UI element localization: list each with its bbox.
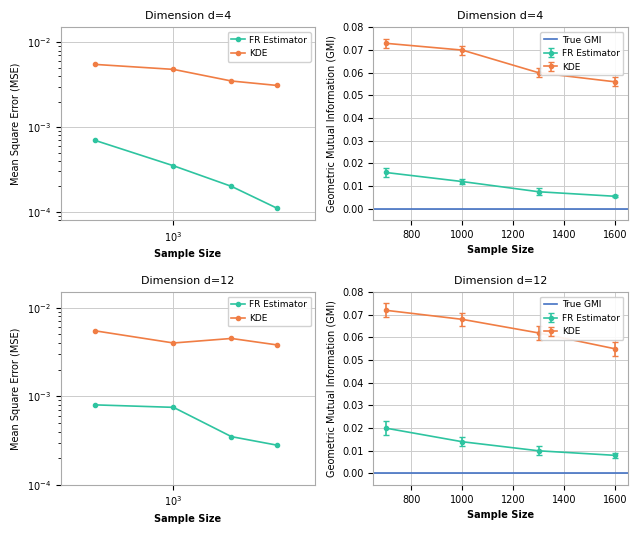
FR Estimator: [91, 402, 99, 408]
X-axis label: Sample Size: Sample Size: [467, 510, 534, 520]
Line: KDE: KDE: [93, 328, 280, 347]
True GMI: [535, 205, 543, 212]
True GMI: [535, 470, 543, 477]
Y-axis label: Geometric Mutual Information (GMI): Geometric Mutual Information (GMI): [326, 35, 337, 212]
FR Estimator: [228, 183, 236, 189]
X-axis label: Sample Size: Sample Size: [467, 246, 534, 255]
FR Estimator: [228, 433, 236, 440]
Line: KDE: KDE: [93, 62, 280, 88]
Legend: FR Estimator, KDE: FR Estimator, KDE: [228, 32, 311, 62]
KDE: [170, 66, 177, 73]
KDE: [170, 340, 177, 346]
Line: FR Estimator: FR Estimator: [93, 403, 280, 447]
Y-axis label: Geometric Mutual Information (GMI): Geometric Mutual Information (GMI): [326, 300, 337, 477]
True GMI: [458, 470, 466, 477]
True GMI: [624, 205, 632, 212]
Title: Dimension d=4: Dimension d=4: [145, 11, 231, 21]
Legend: True GMI, FR Estimator, KDE: True GMI, FR Estimator, KDE: [540, 297, 623, 340]
True GMI: [624, 470, 632, 477]
FR Estimator: [273, 442, 281, 448]
FR Estimator: [91, 137, 99, 143]
FR Estimator: [170, 404, 177, 410]
True GMI: [458, 205, 466, 212]
KDE: [91, 61, 99, 67]
KDE: [91, 327, 99, 334]
True GMI: [369, 470, 377, 477]
Y-axis label: Mean Square Error (MSE): Mean Square Error (MSE): [11, 327, 21, 450]
KDE: [228, 335, 236, 342]
True GMI: [369, 205, 377, 212]
KDE: [273, 82, 281, 89]
Line: FR Estimator: FR Estimator: [93, 138, 280, 210]
KDE: [228, 78, 236, 84]
X-axis label: Sample Size: Sample Size: [154, 249, 221, 259]
FR Estimator: [273, 205, 281, 211]
KDE: [273, 342, 281, 348]
FR Estimator: [170, 163, 177, 169]
Title: Dimension d=12: Dimension d=12: [141, 276, 235, 286]
Legend: FR Estimator, KDE: FR Estimator, KDE: [228, 297, 311, 326]
Title: Dimension d=12: Dimension d=12: [454, 276, 547, 286]
Legend: True GMI, FR Estimator, KDE: True GMI, FR Estimator, KDE: [540, 32, 623, 75]
X-axis label: Sample Size: Sample Size: [154, 514, 221, 524]
Y-axis label: Mean Square Error (MSE): Mean Square Error (MSE): [11, 63, 21, 185]
Title: Dimension d=4: Dimension d=4: [458, 11, 544, 21]
